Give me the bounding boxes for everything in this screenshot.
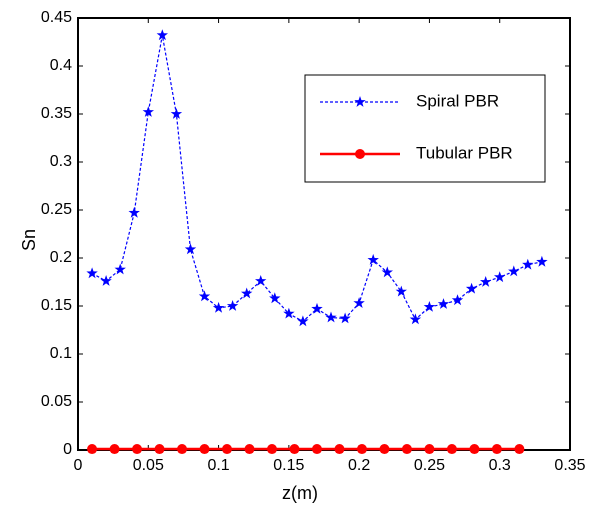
data-point <box>522 258 534 270</box>
data-point <box>446 444 457 455</box>
data-point <box>334 444 345 455</box>
data-point <box>514 444 525 455</box>
data-point <box>494 271 506 283</box>
data-point <box>87 444 98 455</box>
data-point <box>184 243 197 255</box>
x-tick-label: 0.3 <box>489 457 511 474</box>
data-point <box>424 444 435 455</box>
data-point <box>339 312 351 324</box>
data-point <box>142 106 154 117</box>
y-tick-label: 0.35 <box>41 105 72 122</box>
data-point <box>255 275 267 286</box>
y-tick-label: 0.3 <box>50 153 72 170</box>
x-tick-label: 0.35 <box>554 457 585 474</box>
y-axis-label: Sn <box>19 229 39 251</box>
data-point <box>401 444 412 455</box>
x-tick-label: 0.15 <box>273 457 304 474</box>
x-tick-label: 0.2 <box>348 457 370 474</box>
data-point <box>451 294 464 306</box>
data-point <box>491 444 502 455</box>
data-point <box>437 298 450 309</box>
data-point <box>311 302 323 314</box>
data-point <box>128 206 140 218</box>
data-point <box>222 444 233 455</box>
data-point <box>325 311 337 323</box>
data-point <box>423 301 436 312</box>
data-point <box>381 266 393 278</box>
y-tick-label: 0.15 <box>41 297 72 314</box>
data-point <box>177 444 188 455</box>
x-tick-label: 0 <box>74 457 83 474</box>
data-point <box>100 275 112 286</box>
legend-label: Spiral PBR <box>416 91 499 110</box>
data-point <box>132 444 143 455</box>
data-point <box>508 265 520 277</box>
data-point <box>109 444 120 455</box>
y-tick-label: 0.45 <box>41 9 72 26</box>
data-point <box>241 287 253 299</box>
data-point <box>269 292 281 304</box>
legend-label: Tubular PBR <box>416 143 513 162</box>
data-point <box>395 285 407 297</box>
data-point <box>356 444 367 455</box>
data-point <box>212 301 225 313</box>
x-tick-label: 0.25 <box>414 457 445 474</box>
data-point <box>226 300 239 311</box>
data-point <box>409 313 422 325</box>
data-point <box>379 444 390 455</box>
data-point <box>465 282 478 294</box>
data-point <box>311 444 322 455</box>
data-point <box>297 315 309 327</box>
data-point <box>283 307 295 319</box>
legend-marker <box>354 96 366 107</box>
y-tick-label: 0.2 <box>50 249 72 266</box>
data-point <box>170 108 183 119</box>
y-tick-label: 0 <box>63 441 72 458</box>
data-point <box>86 267 98 279</box>
y-tick-label: 0.1 <box>50 345 72 362</box>
x-tick-label: 0.05 <box>133 457 164 474</box>
legend-box <box>304 74 546 183</box>
data-point <box>154 444 165 455</box>
data-point <box>536 255 548 267</box>
data-point <box>198 290 211 302</box>
data-point <box>114 263 126 275</box>
x-tick-label: 0.1 <box>207 457 229 474</box>
data-point <box>469 444 480 455</box>
x-axis-label: z(m) <box>282 483 318 503</box>
y-tick-label: 0.4 <box>50 57 72 74</box>
legend-marker <box>355 149 365 159</box>
data-point <box>353 297 365 308</box>
y-tick-label: 0.25 <box>41 201 72 218</box>
y-tick-label: 0.05 <box>41 393 72 410</box>
data-point <box>289 444 300 455</box>
data-point <box>367 253 379 265</box>
data-point <box>480 276 492 287</box>
data-point <box>199 444 210 455</box>
data-point <box>156 29 168 41</box>
data-point <box>244 444 255 455</box>
data-point <box>266 444 277 455</box>
